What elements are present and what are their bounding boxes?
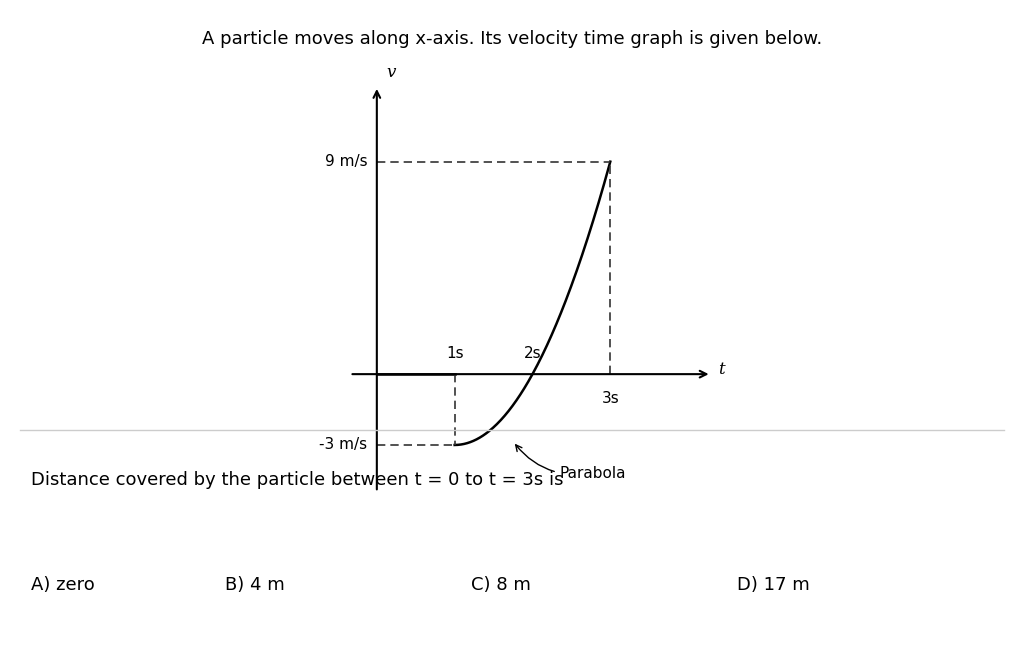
Text: A particle moves along x-axis. Its velocity time graph is given below.: A particle moves along x-axis. Its veloc…	[202, 30, 822, 48]
Text: Parabola: Parabola	[516, 445, 627, 480]
Text: C) 8 m: C) 8 m	[471, 576, 530, 593]
Text: -3 m/s: -3 m/s	[319, 437, 368, 452]
Text: A) zero: A) zero	[31, 576, 94, 593]
Text: 9 m/s: 9 m/s	[325, 154, 368, 169]
Text: v: v	[386, 65, 395, 81]
Text: B) 4 m: B) 4 m	[225, 576, 285, 593]
Text: 3s: 3s	[601, 390, 620, 406]
Text: D) 17 m: D) 17 m	[737, 576, 810, 593]
Text: 1s: 1s	[445, 346, 464, 361]
Text: 2s: 2s	[523, 346, 542, 361]
Text: Distance covered by the particle between t = 0 to t = 3s is: Distance covered by the particle between…	[31, 472, 563, 489]
Text: t: t	[718, 361, 724, 378]
